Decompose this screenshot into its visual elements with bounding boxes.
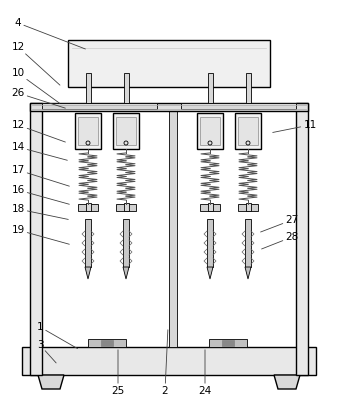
Text: 19: 19 <box>11 225 69 244</box>
Polygon shape <box>85 267 91 279</box>
Bar <box>30 103 42 375</box>
Bar <box>235 113 261 149</box>
Text: 26: 26 <box>11 88 65 108</box>
Polygon shape <box>207 267 213 279</box>
Bar <box>42 103 157 109</box>
Bar <box>207 219 213 267</box>
Bar <box>245 219 251 267</box>
Bar <box>30 103 308 111</box>
Text: 27: 27 <box>261 215 299 232</box>
Text: 4: 4 <box>15 18 86 49</box>
Polygon shape <box>274 375 300 389</box>
Bar <box>169 111 177 347</box>
Bar <box>88 339 126 347</box>
Bar <box>238 204 258 211</box>
Bar <box>22 347 316 375</box>
Bar <box>75 113 101 149</box>
Bar <box>78 117 98 145</box>
Text: 12: 12 <box>11 42 60 85</box>
Bar <box>101 340 113 346</box>
Polygon shape <box>38 375 64 389</box>
Bar <box>245 203 250 211</box>
Bar <box>181 103 296 109</box>
Text: 1: 1 <box>37 322 78 349</box>
Bar <box>222 340 234 346</box>
Bar <box>209 339 247 347</box>
Bar <box>197 113 223 149</box>
Bar <box>123 219 129 267</box>
Bar <box>238 117 258 145</box>
Text: 2: 2 <box>162 330 168 396</box>
Bar <box>85 219 91 267</box>
Bar <box>200 117 220 145</box>
Bar <box>245 73 250 103</box>
Bar <box>208 203 213 211</box>
Text: 10: 10 <box>11 68 60 103</box>
Text: 3: 3 <box>37 340 56 363</box>
Bar <box>113 113 139 149</box>
Bar <box>123 73 128 103</box>
Bar <box>123 203 128 211</box>
Text: 12: 12 <box>11 120 65 142</box>
Bar <box>200 204 220 211</box>
Bar <box>86 73 91 103</box>
Bar <box>208 73 213 103</box>
Text: 24: 24 <box>198 350 212 396</box>
Polygon shape <box>123 267 129 279</box>
Text: 17: 17 <box>11 165 69 186</box>
Text: 18: 18 <box>11 204 68 220</box>
Bar <box>86 203 91 211</box>
Polygon shape <box>245 267 251 279</box>
Text: 16: 16 <box>11 185 69 204</box>
Text: 28: 28 <box>262 232 299 249</box>
Bar <box>116 117 136 145</box>
Bar <box>116 204 136 211</box>
Text: 14: 14 <box>11 142 67 160</box>
Bar <box>296 103 308 375</box>
Text: 11: 11 <box>273 120 317 132</box>
Bar <box>68 40 270 87</box>
Text: 25: 25 <box>112 350 125 396</box>
Bar <box>78 204 98 211</box>
